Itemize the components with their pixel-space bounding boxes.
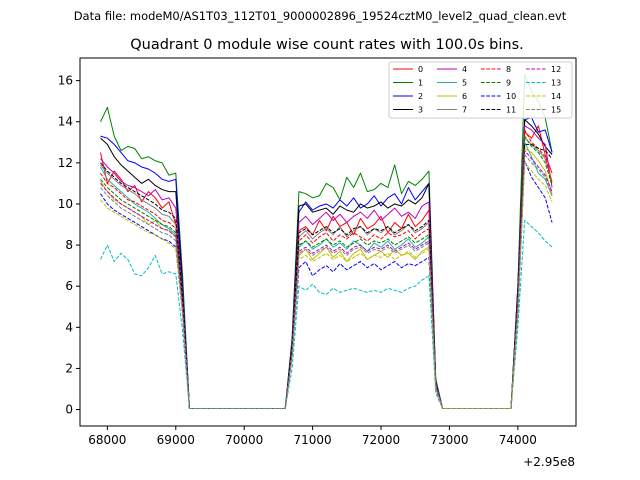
series-line-0 xyxy=(100,125,553,410)
series-line-8 xyxy=(100,129,553,410)
legend-label-3: 3 xyxy=(418,106,423,115)
x-tick-label: 71000 xyxy=(294,433,332,447)
series-line-4 xyxy=(100,125,553,410)
y-tick-label: 6 xyxy=(65,279,73,293)
y-tick-label: 10 xyxy=(58,197,73,211)
x-tick-label: 69000 xyxy=(157,433,195,447)
series-line-1 xyxy=(100,73,553,410)
series-line-5 xyxy=(100,141,553,410)
legend-label-9: 9 xyxy=(506,79,511,88)
chart-title: Quadrant 0 module wise count rates with … xyxy=(130,37,524,53)
x-tick-label: 70000 xyxy=(225,433,263,447)
legend-label-12: 12 xyxy=(551,65,561,74)
y-tick-label: 16 xyxy=(58,74,73,88)
chart-suptitle: Data file: modeM0/AS1T03_112T01_90000028… xyxy=(74,9,567,23)
series-line-7 xyxy=(100,137,553,410)
y-tick-label: 0 xyxy=(65,403,73,417)
y-tick-label: 12 xyxy=(58,156,73,170)
series-line-2 xyxy=(100,117,553,410)
x-tick-label: 72000 xyxy=(362,433,400,447)
series-line-14 xyxy=(100,162,553,410)
legend-label-1: 1 xyxy=(418,79,423,88)
legend-label-13: 13 xyxy=(551,79,561,88)
legend-label-4: 4 xyxy=(462,65,467,74)
series-line-13 xyxy=(100,219,553,410)
series-line-6 xyxy=(100,147,553,410)
legend-label-11: 11 xyxy=(506,106,516,115)
series-layer xyxy=(100,73,553,410)
legend-label-15: 15 xyxy=(551,106,561,115)
y-tick-label: 2 xyxy=(65,361,73,375)
y-tick-label: 8 xyxy=(65,238,73,252)
legend-label-7: 7 xyxy=(462,106,467,115)
legend-label-0: 0 xyxy=(418,65,423,74)
x-tick-label: 68000 xyxy=(88,433,126,447)
x-offset-label: +2.95e8 xyxy=(523,455,575,469)
x-tick-label: 73000 xyxy=(430,433,468,447)
legend-label-6: 6 xyxy=(462,92,467,101)
y-tick-label: 4 xyxy=(65,320,73,334)
y-axis: 0 2 4 6 8 10 12 14 16 xyxy=(58,74,80,417)
x-axis: 68000 69000 70000 71000 72000 73000 74000 xyxy=(88,426,537,447)
plot-frame xyxy=(79,57,577,427)
x-tick-label: 74000 xyxy=(499,433,537,447)
legend-frame xyxy=(388,61,573,119)
y-tick-label: 14 xyxy=(58,115,73,129)
series-line-12 xyxy=(100,150,553,410)
legend-label-8: 8 xyxy=(506,65,511,74)
legend-label-2: 2 xyxy=(418,92,423,101)
series-line-3 xyxy=(100,119,553,410)
legend-label-10: 10 xyxy=(506,92,516,101)
legend-label-14: 14 xyxy=(551,92,561,101)
series-line-15 xyxy=(100,154,553,410)
legend-label-5: 5 xyxy=(462,79,467,88)
